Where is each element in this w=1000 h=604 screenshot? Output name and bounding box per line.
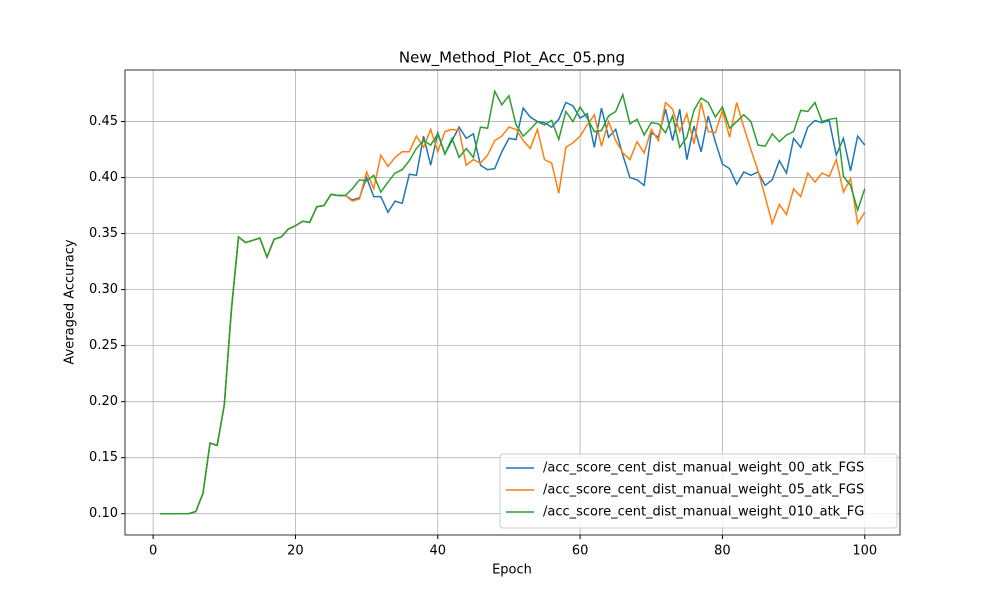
x-tick-label: 0 (149, 544, 157, 559)
x-tick-label: 100 (852, 544, 877, 559)
x-tick-label: 80 (714, 544, 731, 559)
y-tick-label: 0.15 (89, 450, 118, 465)
y-tick-label: 0.30 (89, 282, 118, 297)
legend-label: /acc_score_cent_dist_manual_weight_00_at… (543, 461, 864, 476)
plot-frame (124, 69, 901, 536)
y-tick-label: 0.40 (89, 170, 118, 185)
data-line (160, 89, 866, 515)
legend-label: /acc_score_cent_dist_manual_weight_010_a… (543, 505, 864, 520)
x-tick-label: 20 (287, 544, 304, 559)
x-axis-label: Epoch (492, 563, 532, 578)
y-tick-label: 0.45 (89, 114, 118, 129)
plot-area: 0 20 40 60 80 100 0.10 0.15 0.20 0.25 0.30 0.35 0.40… (89, 69, 901, 559)
y-tick-label: 0.10 (89, 506, 118, 521)
x-tick-label: 60 (572, 544, 589, 559)
y-axis-label: Averaged Accuracy (63, 239, 78, 364)
legend-box (499, 453, 898, 529)
x-tick-label: 40 (430, 544, 447, 559)
chart-title: New_Method_Plot_Acc_05.png (399, 49, 625, 68)
y-tick-label: 0.20 (89, 394, 118, 409)
y-tick-label: 0.35 (89, 226, 118, 241)
legend-label: /acc_score_cent_dist_manual_weight_05_at… (543, 483, 864, 498)
y-tick-label: 0.25 (89, 338, 118, 353)
